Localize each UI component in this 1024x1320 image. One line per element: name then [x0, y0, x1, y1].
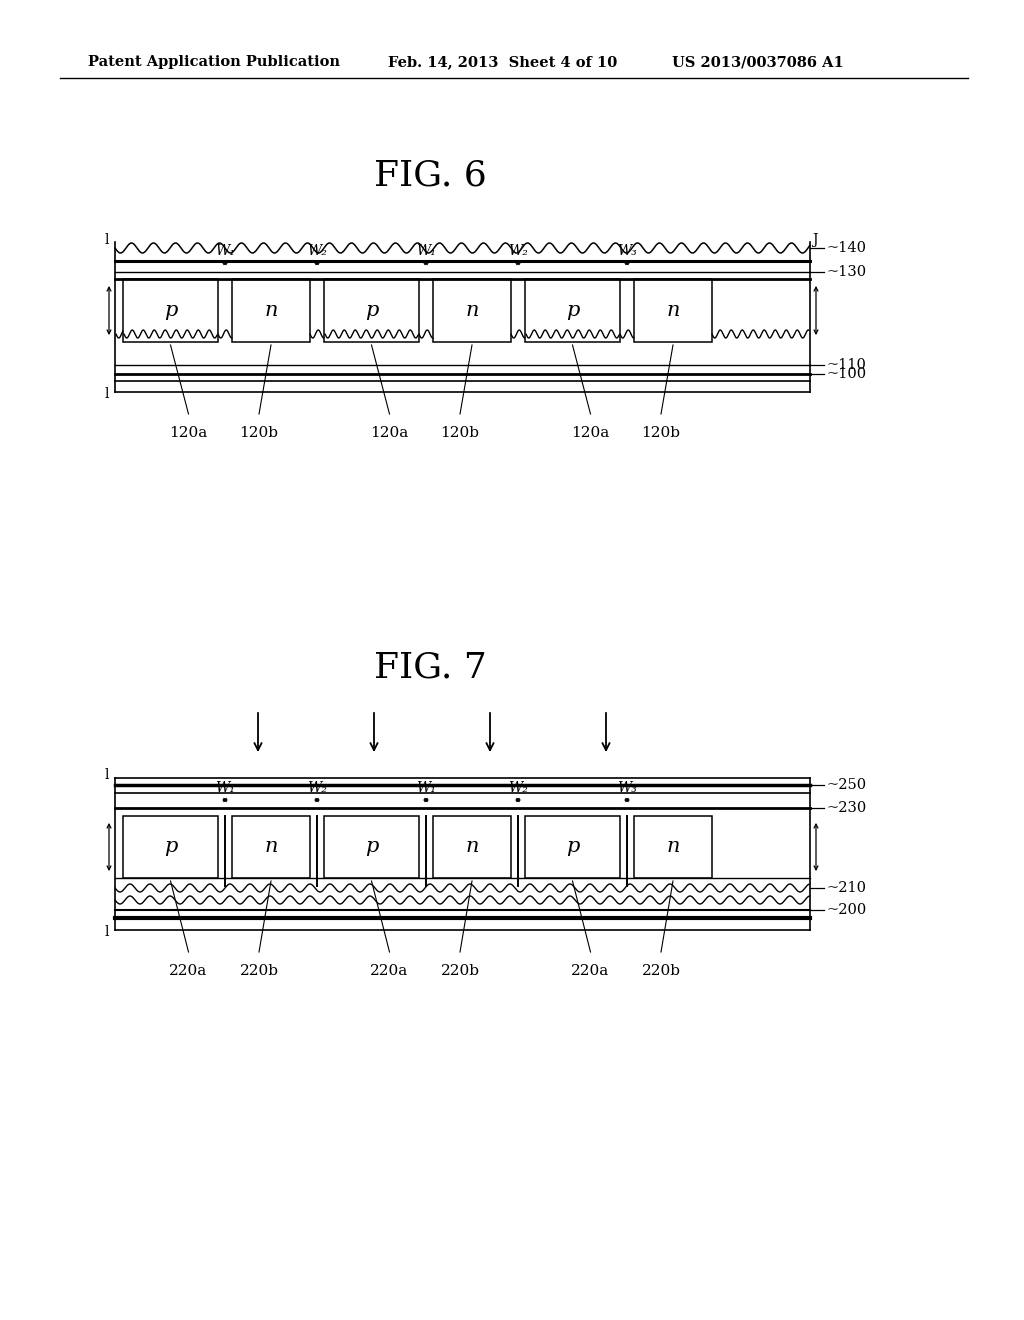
Text: n: n [264, 837, 278, 857]
Bar [525, 279, 620, 342]
Bar [324, 279, 419, 342]
Text: J: J [812, 234, 817, 247]
Bar [232, 279, 310, 342]
Text: W₃: W₃ [617, 244, 637, 257]
Text: 120b: 120b [240, 426, 279, 440]
Text: l: l [105, 925, 110, 939]
Bar [525, 816, 620, 878]
Text: 120b: 120b [641, 426, 681, 440]
Bar [232, 816, 310, 878]
Text: W₂: W₂ [307, 781, 327, 795]
Text: Feb. 14, 2013  Sheet 4 of 10: Feb. 14, 2013 Sheet 4 of 10 [388, 55, 617, 69]
Text: 120a: 120a [371, 426, 409, 440]
Text: W₂: W₂ [508, 781, 528, 795]
Text: ~210: ~210 [826, 880, 866, 895]
Text: US 2013/0037086 A1: US 2013/0037086 A1 [672, 55, 844, 69]
Text: n: n [465, 837, 479, 857]
Text: 220a: 220a [571, 964, 609, 978]
Bar [324, 816, 419, 878]
Text: 220a: 220a [371, 964, 409, 978]
Bar [433, 816, 511, 878]
Text: 120a: 120a [571, 426, 609, 440]
Text: W₁: W₁ [416, 781, 436, 795]
Bar [433, 279, 511, 342]
Text: W₂: W₂ [508, 244, 528, 257]
Text: 220b: 220b [240, 964, 279, 978]
Text: n: n [667, 837, 680, 857]
Text: p: p [164, 837, 177, 857]
Bar [123, 816, 218, 878]
Text: W₂: W₂ [307, 244, 327, 257]
Bar [634, 816, 712, 878]
Text: W₃: W₃ [617, 781, 637, 795]
Text: l: l [105, 387, 110, 401]
Text: p: p [365, 837, 378, 857]
Text: Patent Application Publication: Patent Application Publication [88, 55, 340, 69]
Text: l: l [105, 768, 110, 781]
Text: FIG. 7: FIG. 7 [374, 651, 486, 685]
Text: FIG. 6: FIG. 6 [374, 158, 486, 191]
Text: 120a: 120a [169, 426, 208, 440]
Text: n: n [264, 301, 278, 319]
Text: ~230: ~230 [826, 801, 866, 814]
Text: W₁: W₁ [416, 244, 436, 257]
Text: W₁: W₁ [215, 244, 234, 257]
Text: p: p [566, 301, 580, 319]
Text: n: n [465, 301, 479, 319]
Text: ~110: ~110 [826, 358, 866, 372]
Text: W₁: W₁ [215, 781, 234, 795]
Text: l: l [105, 234, 110, 247]
Text: 120b: 120b [440, 426, 479, 440]
Text: p: p [365, 301, 378, 319]
Bar [634, 279, 712, 342]
Text: p: p [164, 301, 177, 319]
Text: ~140: ~140 [826, 242, 866, 255]
Text: 220b: 220b [440, 964, 479, 978]
Text: 220a: 220a [169, 964, 208, 978]
Text: ~250: ~250 [826, 777, 866, 792]
Text: ~200: ~200 [826, 903, 866, 917]
Text: n: n [667, 301, 680, 319]
Text: ~100: ~100 [826, 367, 866, 381]
Text: p: p [566, 837, 580, 857]
Bar [123, 279, 218, 342]
Text: ~130: ~130 [826, 265, 866, 279]
Text: 220b: 220b [641, 964, 681, 978]
